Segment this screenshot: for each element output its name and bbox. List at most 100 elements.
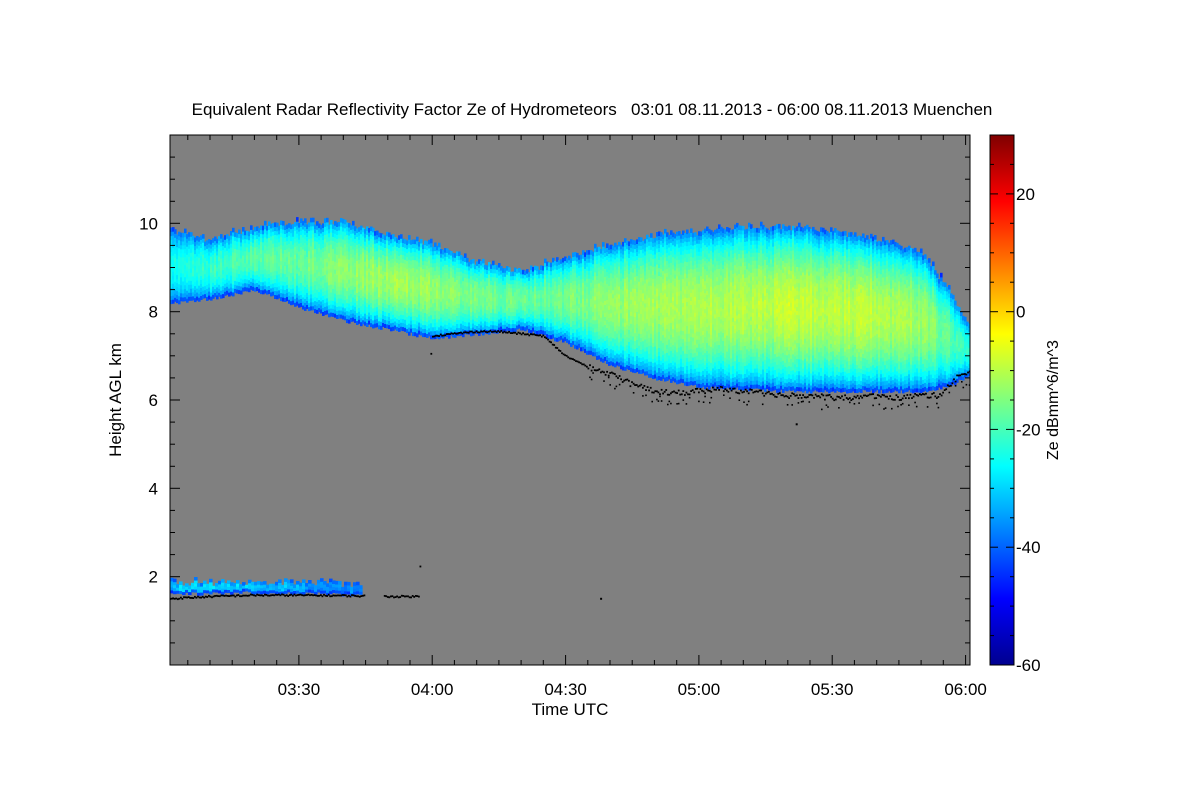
cloud-base-point xyxy=(189,597,192,599)
cloud-base-point xyxy=(520,333,523,336)
cloud-base-point xyxy=(937,396,940,398)
cloud-base-point xyxy=(460,331,462,334)
cloud-base-point xyxy=(239,595,241,598)
cloud-base-point xyxy=(313,594,316,596)
colorbar-tick-label: -40 xyxy=(1016,538,1041,557)
cloud-base-point xyxy=(596,369,599,372)
cloud-base-point xyxy=(326,595,328,597)
cloud-base-point xyxy=(590,369,593,372)
cloud-base-point xyxy=(847,398,850,401)
cloud-base-point xyxy=(287,595,290,597)
cloud-base-point xyxy=(802,400,804,403)
cloud-base-point xyxy=(561,352,563,355)
cloud-base-point xyxy=(791,392,794,395)
cloud-base-point xyxy=(666,393,669,396)
cloud-base-point xyxy=(358,595,361,598)
cloud-base-point xyxy=(362,594,364,597)
cloud-base-point xyxy=(677,402,680,405)
cloud-base-point xyxy=(472,331,475,334)
cloud-base-point xyxy=(467,331,470,334)
cloud-base-point xyxy=(498,331,501,333)
cloud-base-point xyxy=(217,595,220,597)
cloud-base-point xyxy=(222,594,224,597)
reflectivity-field xyxy=(170,217,970,597)
cloud-base-point xyxy=(747,392,750,395)
cloud-base-point xyxy=(914,393,916,395)
cloud-base-point xyxy=(237,594,240,596)
cloud-base-point xyxy=(284,594,286,597)
cloud-base-point xyxy=(609,372,612,374)
cloud-base-point xyxy=(635,384,638,386)
cloud-base-point xyxy=(548,340,551,343)
cloud-base-point xyxy=(615,375,618,378)
cloud-base-point xyxy=(852,398,854,400)
cloud-base-point xyxy=(740,389,742,392)
cloud-base-point xyxy=(900,404,902,406)
cloud-base-point xyxy=(729,387,731,390)
cloud-base-point xyxy=(484,330,487,333)
cloud-base-point xyxy=(726,389,728,392)
cloud-base-point xyxy=(940,394,943,397)
cloud-base-point xyxy=(824,398,826,401)
cloud-base-point xyxy=(446,333,448,335)
cloud-base-point xyxy=(492,330,495,333)
cloud-base-point xyxy=(827,406,829,408)
cloud-base-point xyxy=(875,397,878,399)
cloud-base-point xyxy=(788,397,790,399)
cloud-base-point xyxy=(951,382,954,385)
cloud-base-point xyxy=(204,595,207,598)
cloud-base-point xyxy=(612,372,615,375)
chart-title: Equivalent Radar Reflectivity Factor Ze … xyxy=(192,100,993,119)
cloud-base-point xyxy=(950,384,952,387)
cloud-base-point xyxy=(926,396,929,399)
cloud-base-point xyxy=(954,380,957,383)
cloud-base-point xyxy=(805,396,808,399)
cloud-base-point xyxy=(936,402,938,405)
cloud-base-point xyxy=(733,387,736,390)
cloud-base-point xyxy=(494,330,496,333)
cloud-base-point xyxy=(810,393,812,396)
cloud-base-point xyxy=(268,594,271,597)
x-tick-label: 04:30 xyxy=(544,680,587,699)
cloud-base-point xyxy=(631,381,633,383)
cloud-base-point xyxy=(959,374,962,377)
cloud-base-point xyxy=(570,357,573,360)
colorbar-label: Ze dBmm^6/m^3 xyxy=(1045,340,1062,460)
cloud-base-point xyxy=(704,395,706,398)
x-tick-label: 05:30 xyxy=(811,680,854,699)
cloud-base-point xyxy=(343,594,346,596)
cloud-base-point xyxy=(480,330,482,333)
cloud-base-point xyxy=(271,594,274,596)
cloud-base-point xyxy=(511,332,514,334)
cloud-base-point xyxy=(442,334,445,337)
cloud-base-point xyxy=(772,394,775,396)
y-tick-label: 8 xyxy=(149,303,158,322)
cloud-base-point xyxy=(315,594,318,597)
cloud-base-point xyxy=(355,595,358,598)
cloud-base-point xyxy=(766,391,769,394)
isolated-point xyxy=(600,597,603,600)
cloud-base-point xyxy=(648,389,650,392)
cloud-base-point xyxy=(698,391,700,394)
cloud-base-point xyxy=(684,394,686,396)
y-tick-label: 10 xyxy=(139,214,158,233)
cloud-base-point xyxy=(968,370,970,373)
cloud-base-point xyxy=(960,373,963,376)
cloud-base-point xyxy=(598,368,601,371)
cloud-base-point xyxy=(713,388,716,391)
cloud-base-point xyxy=(738,392,741,395)
cloud-base-point xyxy=(537,334,540,337)
cloud-base-point xyxy=(968,384,970,386)
x-tick-label: 05:00 xyxy=(678,680,721,699)
cloud-base-point xyxy=(562,353,565,356)
cloud-base-point xyxy=(908,404,910,406)
cloud-base-point xyxy=(587,367,590,370)
cloud-base-point xyxy=(898,399,901,401)
cloud-base-point xyxy=(502,331,504,334)
cloud-base-point xyxy=(786,404,789,406)
cloud-base-point xyxy=(749,388,752,391)
cloud-base-point xyxy=(455,332,458,335)
cloud-base-point xyxy=(671,391,674,393)
cloud-base-point xyxy=(828,394,831,396)
